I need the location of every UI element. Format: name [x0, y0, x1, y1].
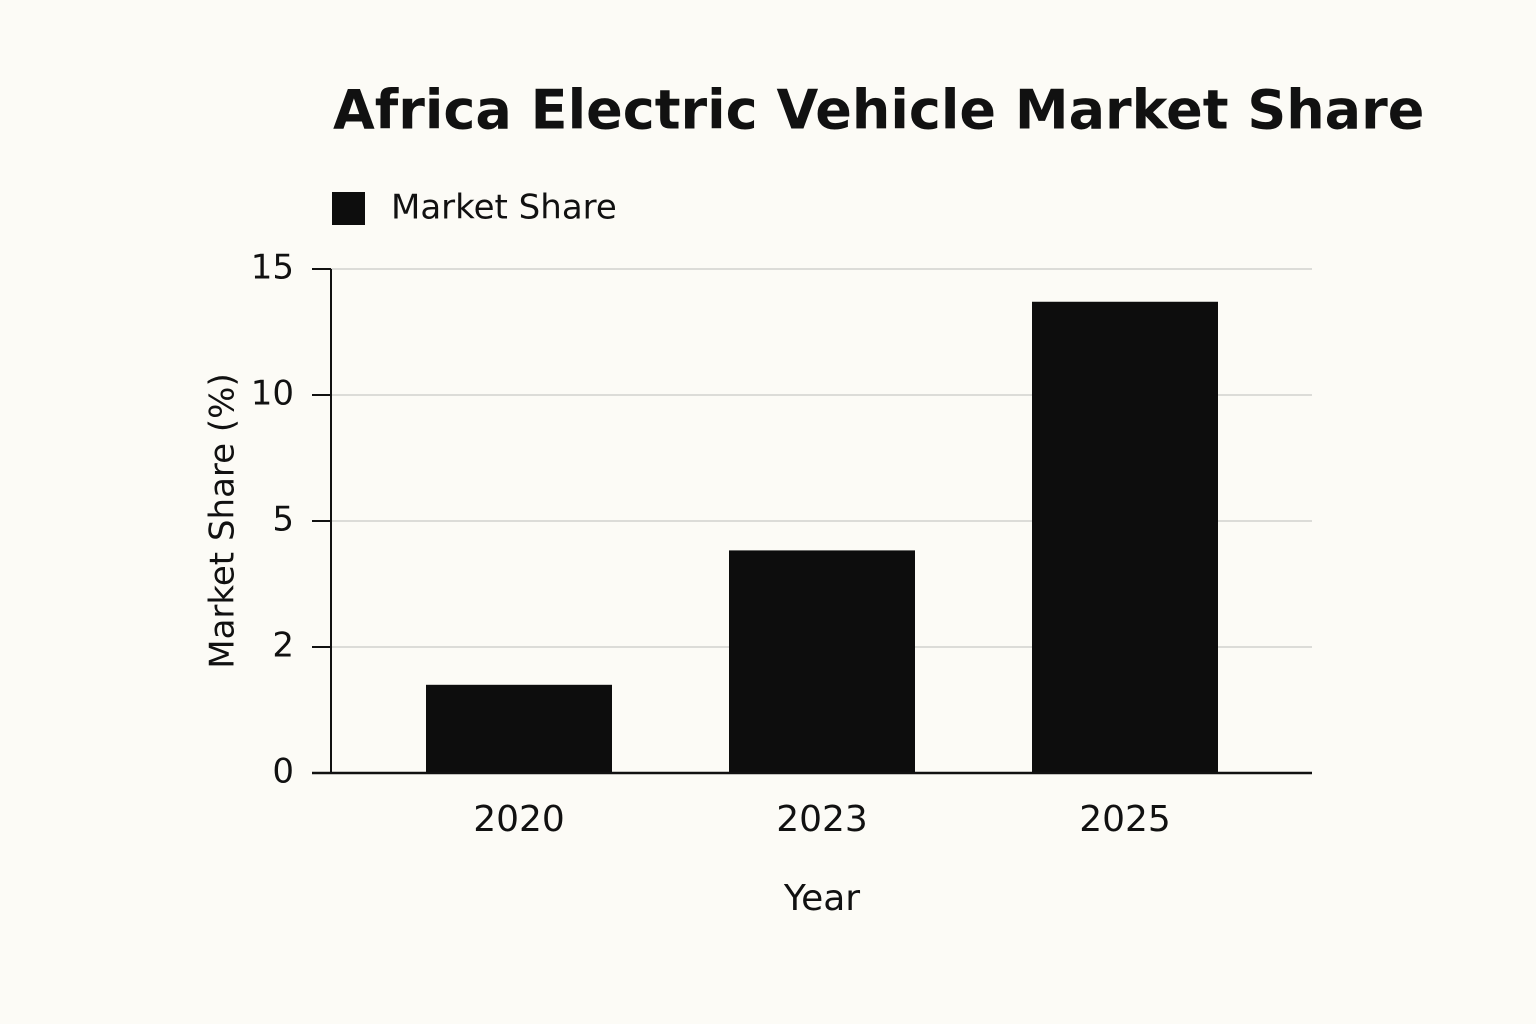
y-tick-label: 5: [272, 500, 294, 540]
chart-title: Africa Electric Vehicle Market Share: [333, 79, 1424, 142]
y-tick-label: 15: [251, 248, 294, 288]
y-axis-label: Market Share (%): [203, 373, 243, 668]
x-tick-label: 2025: [1079, 799, 1171, 840]
bar: [1032, 301, 1218, 773]
bar: [426, 684, 612, 773]
y-tick-label: 2: [272, 626, 294, 666]
legend-swatch: [332, 192, 365, 225]
x-tick-label: 2020: [473, 799, 565, 840]
y-tick-label: 10: [251, 374, 294, 414]
x-axis-label: Year: [783, 878, 860, 919]
bar: [729, 550, 915, 773]
y-tick-label: 0: [272, 752, 294, 792]
legend-label: Market Share: [391, 188, 617, 228]
x-tick-label: 2023: [776, 799, 868, 840]
